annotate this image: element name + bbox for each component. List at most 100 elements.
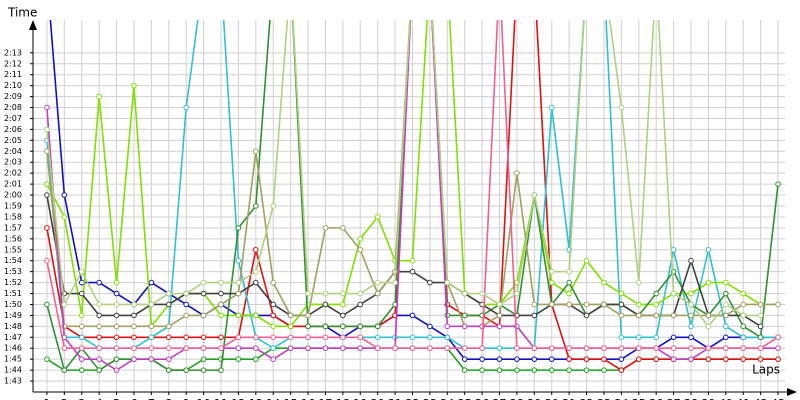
point bbox=[688, 312, 694, 319]
point bbox=[96, 312, 102, 319]
point bbox=[148, 345, 155, 352]
point bbox=[601, 356, 607, 362]
point bbox=[305, 290, 311, 297]
point bbox=[496, 356, 503, 362]
x-tick-label: 32 bbox=[580, 397, 594, 400]
point bbox=[409, 345, 416, 352]
point bbox=[322, 290, 329, 297]
x-tick-label: 16 bbox=[301, 397, 315, 400]
point bbox=[340, 323, 346, 330]
x-tick-label: 37 bbox=[667, 397, 681, 400]
y-tick-label: 2:07 bbox=[4, 114, 22, 123]
point bbox=[566, 301, 572, 308]
point bbox=[113, 345, 120, 352]
y-tick-label: 1:45 bbox=[4, 355, 22, 364]
point bbox=[96, 367, 102, 373]
point bbox=[618, 356, 625, 362]
point bbox=[218, 312, 224, 319]
point bbox=[374, 323, 381, 330]
point bbox=[531, 345, 538, 352]
point bbox=[78, 312, 85, 319]
point bbox=[131, 345, 137, 352]
point bbox=[635, 312, 642, 319]
point bbox=[96, 93, 102, 100]
point bbox=[688, 301, 694, 308]
point bbox=[357, 345, 364, 352]
point bbox=[61, 345, 68, 352]
point bbox=[270, 312, 277, 319]
point bbox=[618, 367, 625, 373]
y-tick-label: 2:11 bbox=[4, 70, 22, 79]
point bbox=[113, 312, 120, 319]
point bbox=[44, 225, 50, 231]
point bbox=[131, 312, 137, 319]
point bbox=[270, 356, 277, 362]
point bbox=[183, 334, 189, 341]
point bbox=[253, 148, 259, 155]
point bbox=[235, 225, 242, 231]
point bbox=[705, 279, 712, 286]
point bbox=[566, 367, 572, 373]
point bbox=[723, 356, 729, 362]
point bbox=[775, 334, 781, 341]
point bbox=[670, 334, 677, 341]
point bbox=[409, 334, 416, 341]
point bbox=[618, 104, 625, 111]
point bbox=[183, 345, 189, 352]
point bbox=[165, 290, 172, 297]
point bbox=[78, 356, 85, 362]
point bbox=[131, 356, 137, 362]
x-tick-label: 33 bbox=[597, 397, 611, 400]
point bbox=[392, 345, 398, 352]
y-tick-label: 1:49 bbox=[4, 311, 22, 320]
y-tick-label: 1:59 bbox=[4, 202, 22, 211]
point bbox=[427, 334, 433, 341]
point bbox=[78, 334, 85, 341]
point bbox=[253, 279, 259, 286]
point bbox=[461, 345, 468, 352]
point bbox=[688, 323, 694, 330]
y-tick-label: 2:04 bbox=[4, 147, 22, 156]
point bbox=[113, 334, 120, 341]
x-tick-label: 1 bbox=[43, 397, 50, 400]
y-tick-label: 2:02 bbox=[4, 169, 22, 178]
series-line bbox=[46, 20, 761, 328]
point bbox=[200, 279, 207, 286]
point bbox=[253, 334, 259, 341]
point bbox=[670, 312, 677, 319]
point bbox=[444, 345, 451, 352]
point bbox=[200, 312, 207, 319]
x-tick-label: 5 bbox=[113, 397, 120, 400]
x-tick-label: 25 bbox=[458, 397, 472, 400]
point bbox=[566, 290, 572, 297]
point bbox=[374, 290, 381, 297]
point bbox=[218, 301, 224, 308]
point bbox=[723, 334, 729, 341]
point bbox=[287, 312, 294, 319]
point bbox=[444, 323, 451, 330]
point bbox=[461, 323, 468, 330]
x-tick-label: 10 bbox=[197, 397, 211, 400]
point bbox=[740, 323, 747, 330]
point bbox=[601, 367, 607, 373]
y-tick-label: 2:09 bbox=[4, 92, 22, 101]
point bbox=[740, 345, 747, 352]
point bbox=[601, 345, 607, 352]
point bbox=[514, 290, 520, 297]
point bbox=[723, 290, 729, 297]
point bbox=[775, 301, 781, 308]
point bbox=[427, 279, 433, 286]
point bbox=[635, 345, 642, 352]
point bbox=[270, 334, 277, 341]
point bbox=[635, 279, 642, 286]
point bbox=[183, 301, 189, 308]
point bbox=[200, 334, 207, 341]
point bbox=[253, 203, 259, 209]
point bbox=[165, 356, 172, 362]
y-tick-label: 2:06 bbox=[4, 125, 22, 134]
point bbox=[548, 279, 555, 286]
point bbox=[183, 312, 189, 319]
point bbox=[322, 301, 329, 308]
point bbox=[183, 104, 189, 111]
point bbox=[583, 312, 590, 319]
